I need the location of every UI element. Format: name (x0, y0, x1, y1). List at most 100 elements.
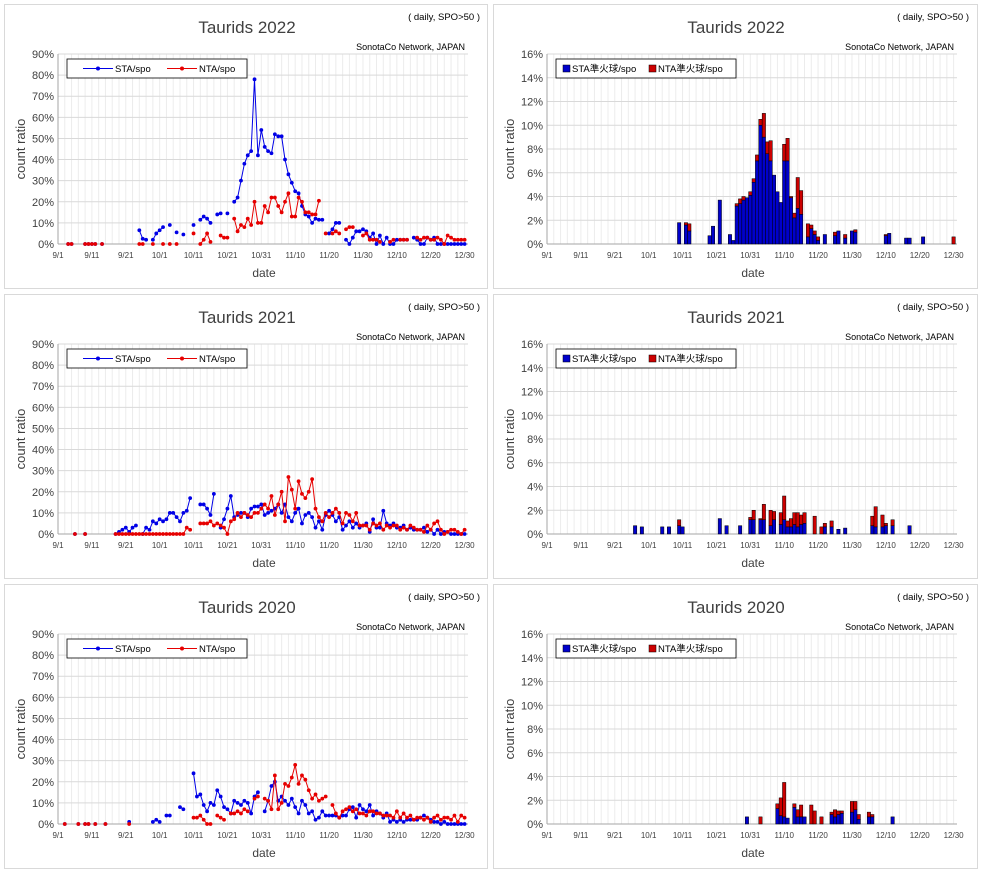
data-point (150, 242, 155, 246)
data-point (371, 231, 376, 236)
data-point (228, 494, 233, 498)
data-point (391, 815, 396, 820)
data-point (354, 815, 359, 820)
data-point (361, 227, 365, 232)
x-axis-label: date (741, 556, 765, 570)
data-point (452, 242, 457, 246)
data-point (222, 805, 226, 810)
legend-marker-nta (180, 356, 184, 361)
y-tick-label: 20% (32, 487, 54, 499)
y-tick-label: 0% (38, 819, 54, 831)
data-point (211, 491, 216, 496)
data-point (218, 523, 223, 528)
data-point (371, 517, 376, 522)
bar-sta (683, 224, 688, 245)
data-point (415, 235, 420, 240)
x-tick-label: 10/21 (217, 541, 238, 550)
x-tick-label: 10/21 (217, 251, 238, 260)
data-point (249, 811, 254, 816)
data-point (256, 153, 260, 158)
data-point (215, 788, 220, 793)
legend: STA準火球/spo NTA準火球/spo (555, 348, 737, 369)
data-point (208, 519, 213, 524)
data-point (174, 242, 179, 246)
x-tick-label: 11/20 (808, 831, 828, 840)
y-axis-label: count ratio (502, 699, 517, 760)
data-point (357, 229, 362, 234)
legend-label-nta: NTA準火球/spo (658, 643, 723, 655)
bar-nta (751, 510, 756, 520)
chart-subtitle: ( daily, SPO>50 ) (897, 592, 969, 603)
data-point (123, 532, 128, 536)
y-tick-label: 10% (521, 410, 543, 422)
x-tick-label: 11/10 (774, 541, 794, 550)
x-tick-label: 10/1 (152, 831, 168, 840)
data-point (86, 822, 91, 826)
data-point (242, 161, 247, 166)
data-point (266, 798, 270, 803)
bar-nta (809, 804, 814, 825)
data-point (296, 811, 301, 816)
data-point (161, 242, 165, 246)
x-tick-label: 11/10 (774, 831, 794, 840)
data-point (323, 794, 328, 799)
x-tick-label: 10/1 (152, 251, 168, 260)
data-point (161, 532, 165, 536)
bar-sta (921, 236, 926, 245)
data-point (147, 532, 152, 536)
x-tick-label: 9/1 (52, 251, 64, 260)
bar-nta (734, 203, 739, 207)
x-tick-label: 10/11 (673, 541, 693, 550)
y-tick-label: 2% (527, 215, 543, 227)
data-point (222, 817, 226, 822)
data-point (313, 792, 318, 797)
bar-sta (883, 525, 888, 535)
data-point (357, 523, 362, 528)
legend: STA準火球/spo NTA準火球/spo (555, 58, 737, 79)
data-point (327, 515, 331, 520)
x-tick-label: 11/20 (319, 251, 339, 260)
data-point (388, 813, 392, 818)
data-point (252, 796, 257, 801)
y-tick-label: 80% (32, 650, 54, 662)
data-point (276, 204, 281, 208)
data-point (422, 235, 426, 240)
data-point (242, 807, 247, 812)
bar-sta (795, 208, 800, 245)
data-point (225, 506, 230, 511)
data-point (438, 532, 443, 536)
data-point (340, 809, 345, 814)
data-point (256, 790, 260, 795)
y-tick-label: 60% (32, 402, 54, 414)
legend-label-sta: STA/spo (115, 354, 151, 365)
data-point (178, 805, 182, 810)
bar-sta (748, 195, 753, 245)
bar-nta (758, 816, 763, 825)
data-point (161, 225, 165, 230)
data-point (208, 822, 213, 826)
data-point (401, 237, 406, 242)
data-point (167, 510, 172, 515)
data-point (289, 214, 294, 219)
bar-sta (778, 202, 783, 245)
chart-title: Taurids 2021 (198, 308, 295, 327)
x-tick-label: 12/30 (944, 251, 965, 260)
bar-sta (812, 234, 817, 245)
data-point (449, 817, 453, 822)
bar-sta (765, 153, 770, 245)
data-point (388, 819, 392, 824)
bar-nta (836, 810, 841, 815)
bar-nta (812, 230, 817, 235)
bar-sta (856, 819, 861, 825)
x-tick-label: 11/20 (319, 831, 339, 840)
data-point (340, 813, 345, 818)
data-point (391, 237, 396, 242)
data-point (438, 237, 443, 242)
x-tick-label: 9/21 (118, 541, 134, 550)
data-point (357, 811, 362, 816)
bar-nta (792, 512, 797, 525)
x-tick-label: 10/21 (706, 251, 727, 260)
x-tick-label: 12/30 (944, 831, 965, 840)
network-label: SonotaCo Network, JAPAN (356, 622, 465, 632)
x-tick-label: 11/20 (808, 541, 828, 550)
